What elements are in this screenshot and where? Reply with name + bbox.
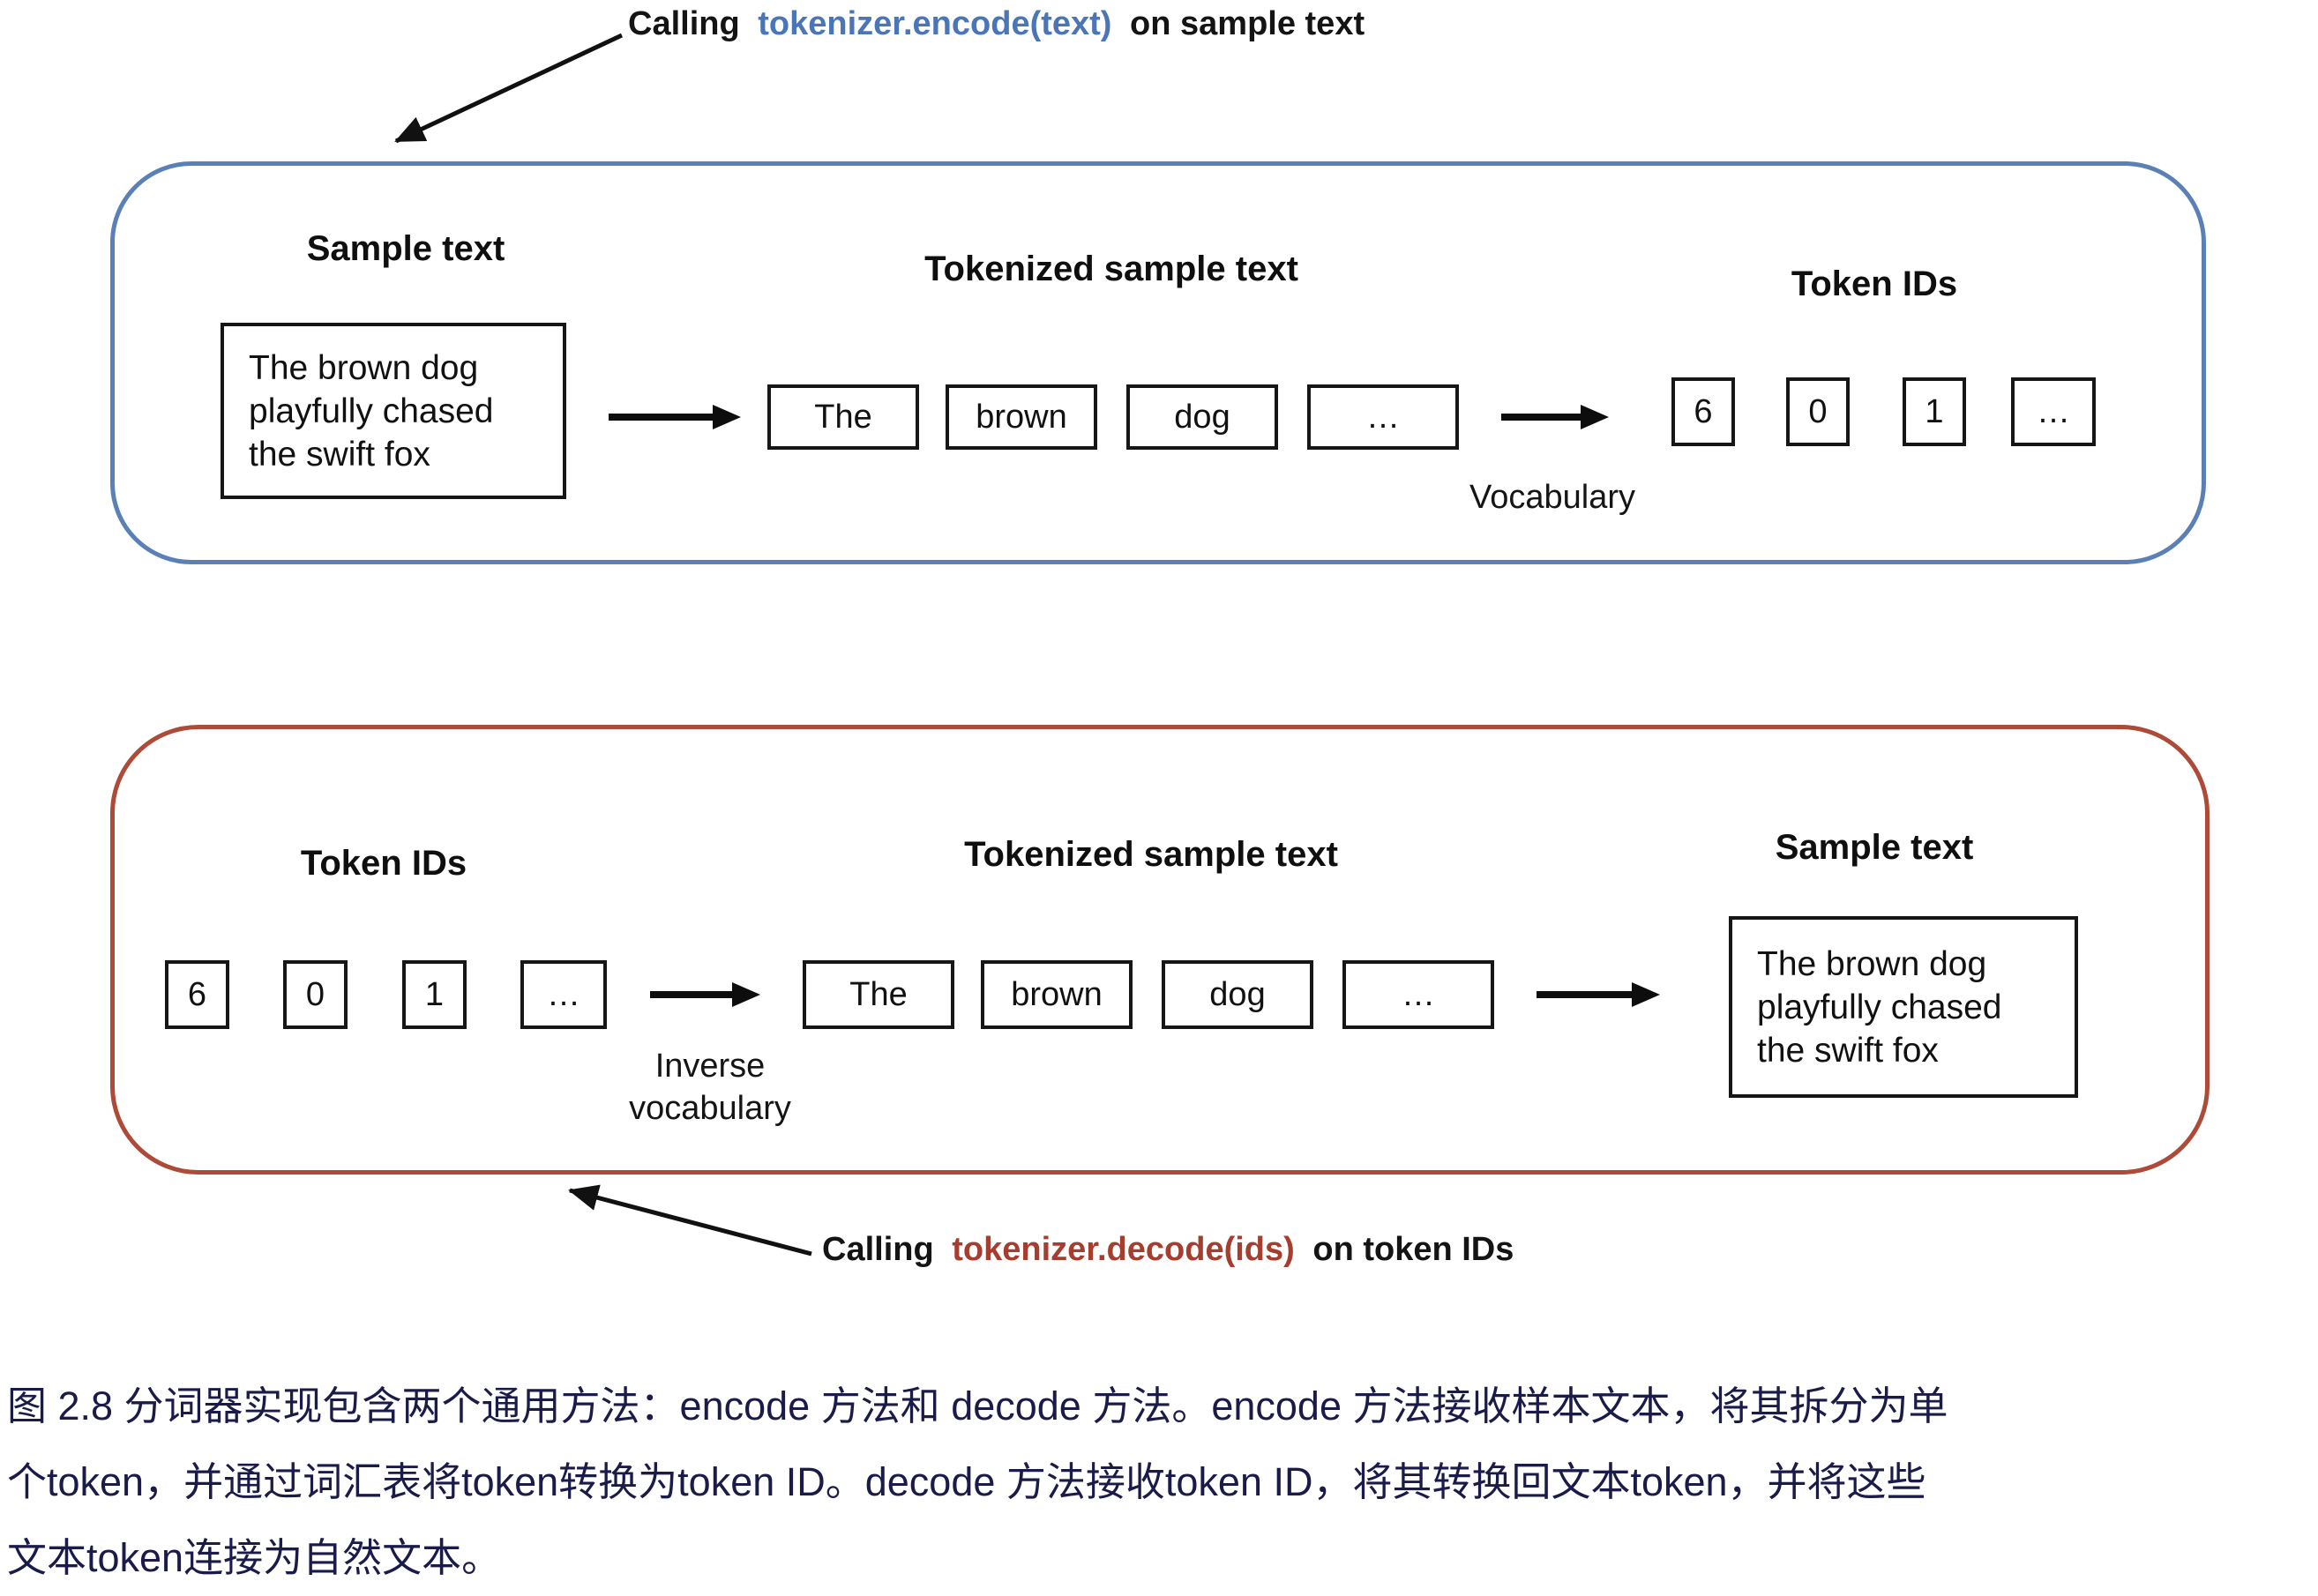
token-id-box: … (2011, 377, 2096, 446)
caption-line: 个token，并通过词汇表将token转换为token ID。decode 方法… (7, 1459, 1926, 1504)
token-box: … (1342, 960, 1494, 1029)
flow-arrow (650, 982, 760, 1007)
sample-text-line: The brown dog (249, 348, 479, 387)
sample-text-line: The brown dog (1757, 944, 1987, 983)
figure-caption: 图 2.8 分词器实现包含两个通用方法：encode 方法和 decode 方法… (7, 1369, 2314, 1596)
flow-arrow (609, 405, 741, 429)
decode-sample-text-heading: Sample text (1775, 828, 1974, 867)
encode-call-code: tokenizer.encode(text) (758, 5, 1112, 42)
decode-annotation-suffix: on token IDs (1312, 1231, 1514, 1268)
figure-page: { "annotations": { "top": { "prefix": "C… (7, 5, 2210, 1580)
decode-tokenized-heading: Tokenized sample text (964, 835, 1338, 874)
encode-annotation: Calling tokenizer.encode(text) on sample… (628, 5, 1365, 43)
token-id-box: 1 (402, 960, 467, 1029)
token-box: dog (1162, 960, 1313, 1029)
encode-annotation-suffix: on sample text (1130, 5, 1365, 42)
encode-sample-text-heading: Sample text (306, 229, 505, 268)
caption-line: 文本token连接为自然文本。 (7, 1535, 502, 1580)
encode-tokenized-heading: Tokenized sample text (924, 250, 1298, 288)
flow-arrow (1537, 982, 1660, 1007)
encode-panel: Sample text The brown dog playfully chas… (110, 161, 2206, 564)
sample-text-line: the swift fox (249, 435, 430, 474)
inverse-vocabulary-line: vocabulary (629, 1090, 791, 1127)
encode-annotation-prefix: Calling (628, 5, 740, 42)
flow-arrow (1501, 405, 1609, 429)
token-box: … (1307, 384, 1459, 450)
token-box: brown (981, 960, 1133, 1029)
decode-panel: Token IDs 6 0 1 … Inverse vocabulary Tok… (110, 725, 2210, 1175)
encode-token-ids-heading: Token IDs (1791, 265, 1958, 303)
token-id-box: 0 (283, 960, 348, 1029)
inverse-vocabulary-label: Inverse vocabulary (595, 1045, 825, 1130)
token-id-box: 1 (1903, 377, 1966, 446)
decode-annotation-arrow (568, 1184, 812, 1257)
token-box: The (767, 384, 919, 450)
token-box: dog (1126, 384, 1278, 450)
token-id-box: … (520, 960, 607, 1029)
vocabulary-label: Vocabulary (1469, 479, 1635, 516)
caption-line: 图 2.8 分词器实现包含两个通用方法：encode 方法和 decode 方法… (7, 1383, 1948, 1428)
decode-annotation: Calling tokenizer.decode(ids) on token I… (822, 1231, 1514, 1269)
token-id-box: 6 (165, 960, 229, 1029)
token-box: brown (946, 384, 1097, 450)
token-id-box: 0 (1786, 377, 1850, 446)
encode-annotation-arrow (394, 33, 624, 144)
sample-text-line: the swift fox (1757, 1031, 1939, 1070)
token-box: The (803, 960, 954, 1029)
sample-text-line: playfully chased (249, 392, 494, 430)
token-id-box: 6 (1671, 377, 1735, 446)
inverse-vocabulary-line: Inverse (654, 1048, 766, 1085)
decode-token-ids-heading: Token IDs (300, 844, 467, 883)
encode-sample-text-box: The brown dog playfully chased the swift… (221, 323, 566, 499)
decode-call-code: tokenizer.decode(ids) (952, 1231, 1295, 1268)
sample-text-line: playfully chased (1757, 988, 2002, 1026)
decode-annotation-prefix: Calling (822, 1231, 934, 1268)
decode-sample-text-box: The brown dog playfully chased the swift… (1729, 916, 2078, 1098)
